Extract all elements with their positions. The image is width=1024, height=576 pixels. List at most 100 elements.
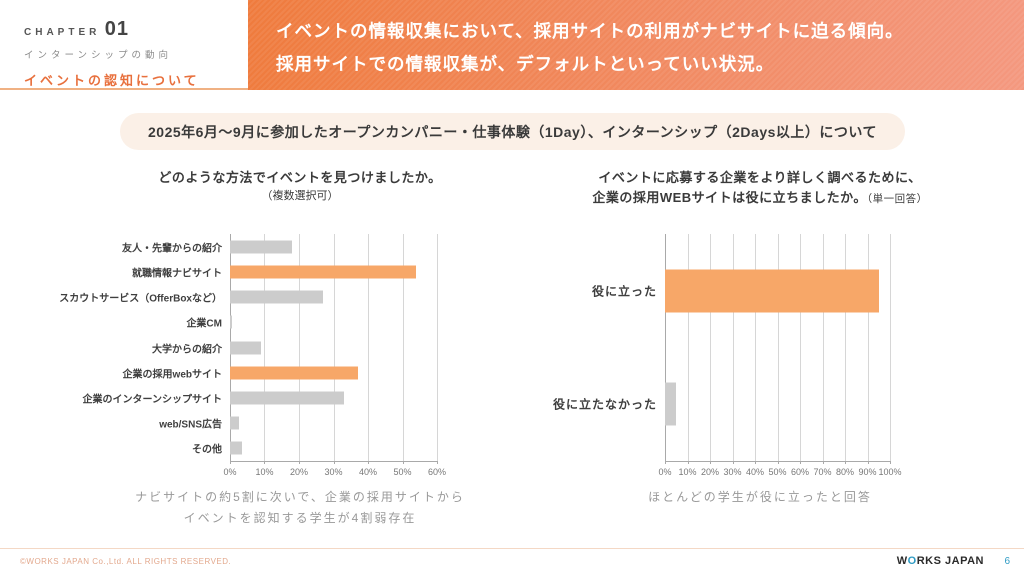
axis-tick xyxy=(402,461,404,464)
gridline xyxy=(890,234,891,461)
x-tick-label: 20% xyxy=(289,467,308,477)
bar-6 xyxy=(230,391,344,405)
bar-5 xyxy=(230,366,358,380)
axis-tick xyxy=(298,461,300,464)
works-japan-logo: WORKS JAPAN xyxy=(897,555,984,567)
axis-tick xyxy=(333,461,335,464)
x-tick-label: 70% xyxy=(813,467,832,477)
category-label: 大学からの紹介 xyxy=(152,344,222,355)
axis-tick xyxy=(230,461,231,464)
gridline xyxy=(298,234,300,461)
axis-tick xyxy=(845,461,846,464)
x-tick-label: 80% xyxy=(835,467,855,477)
bar-1 xyxy=(230,265,417,279)
chart-right-title-text: 企業の採用WEBサイトは役に立ちましたか。 xyxy=(592,190,867,205)
x-tick-label: 20% xyxy=(700,467,720,477)
axis-tick xyxy=(867,461,869,464)
page-number: 6 xyxy=(1004,556,1010,567)
category-label: 役に立たなかった xyxy=(552,397,657,412)
chapter-block: CHAPTER 01 インターンシップの動向 イベントの認知について xyxy=(24,18,244,89)
axis-tick xyxy=(822,461,824,464)
caption-left-line2: イベントを認知する学生が4割弱存在 xyxy=(183,511,417,525)
logo-part-rest: RKS JAPAN xyxy=(916,555,984,567)
header-underline xyxy=(0,88,250,90)
axis-tick xyxy=(710,461,711,464)
gridline xyxy=(367,234,369,461)
chart-left-plot: 0% 10% 20% 30% 40% 50% 60% 友人・先輩からの紹介就職情報ナビサイトス… xyxy=(59,234,446,477)
axis-tick xyxy=(264,461,266,464)
chart-right-block: イベントに応募する企業をより詳しく調べるために、 企業の採用WEBサイトは役に立… xyxy=(540,168,980,477)
axis-tick xyxy=(755,461,756,464)
gridline xyxy=(665,234,666,461)
axis-tick xyxy=(437,461,438,464)
axis-tick xyxy=(687,461,689,464)
x-tick-label: 50% xyxy=(393,467,412,477)
gridline xyxy=(732,234,734,461)
gridline xyxy=(822,234,824,461)
copyright-text: ©WORKS JAPAN Co.,Ltd. ALL RIGHTS RESERVE… xyxy=(20,557,232,566)
x-tick-label: 40% xyxy=(745,467,765,477)
x-tick-label: 0% xyxy=(223,467,237,477)
bar-0 xyxy=(230,240,293,254)
headline-line-2: 採用サイトでの情報収集が、デフォルトといっていい状況。 xyxy=(276,54,775,74)
axis-tick xyxy=(800,461,801,464)
headline-banner: イベントの情報収集において、採用サイトの利用がナビサイトに迫る傾向。 採用サイト… xyxy=(248,0,1024,90)
category-label: その他 xyxy=(192,444,222,456)
gridline xyxy=(333,234,335,461)
gridline xyxy=(437,234,438,461)
axis-tick xyxy=(665,461,666,464)
chapter-number: 01 xyxy=(104,18,130,40)
gridline xyxy=(264,234,266,461)
bar-3 xyxy=(230,315,233,329)
x-tick-label: 90% xyxy=(858,467,877,477)
chapter-section-title: イベントの認知について xyxy=(24,73,200,88)
logo-part-o: O xyxy=(907,555,917,567)
x-tick-label: 0% xyxy=(658,467,672,477)
bar-4 xyxy=(230,341,262,354)
headline-text: イベントの情報収集において、採用サイトの利用がナビサイトに迫る傾向。 採用サイト… xyxy=(248,0,1024,81)
category-label: 企業のインターンシップサイト xyxy=(82,394,223,406)
headline-line-1: イベントの情報収集において、採用サイトの利用がナビサイトに迫る傾向。 xyxy=(276,21,904,41)
chart-right-title-line1: イベントに応募する企業をより詳しく調べるために、 xyxy=(598,170,922,185)
category-label: 企業CM xyxy=(186,318,222,330)
x-tick-label: 10% xyxy=(678,467,697,477)
caption-left: ナビサイトの約5割に次いで、企業の採用サイトから イベントを認知する学生が4割弱… xyxy=(40,487,560,529)
bar-8 xyxy=(230,441,243,455)
x-tick-label: 30% xyxy=(723,467,742,477)
x-tick-label: 60% xyxy=(427,467,447,477)
caption-left-line1: ナビサイトの約5割に次いで、企業の採用サイトから xyxy=(135,490,465,504)
caption-right: ほとんどの学生が役に立ったと回答 xyxy=(648,490,872,504)
category-label: 企業の採用webサイト xyxy=(122,369,222,381)
chart-right-plot: 0% 10% 20% 30% 40% 50% 60% 70% 80% 90% 100% 役に立った 役に… xyxy=(553,234,902,477)
chart-right-title-line2: 企業の採用WEBサイトは役に立ちましたか。（単一回答） xyxy=(540,188,980,209)
chart-left-title: どのような方法でイベントを見つけましたか。 xyxy=(158,170,442,185)
category-label: スカウトサービス（OfferBoxなど） xyxy=(59,293,222,305)
chart-left-block: どのような方法でイベントを見つけましたか。 （複数選択可） 0% 10% 20% 30… xyxy=(40,168,560,477)
logo-part-w: W xyxy=(896,555,908,567)
x-tick-label: 10% xyxy=(255,467,274,477)
bar-1 xyxy=(665,382,677,426)
gridline xyxy=(867,234,869,461)
category-label: web/SNS広告 xyxy=(159,419,222,431)
axis-tick xyxy=(777,461,779,464)
chart-left-subtitle: （複数選択可） xyxy=(261,190,339,202)
chapter-label: CHAPTER xyxy=(24,27,101,38)
gridline xyxy=(777,234,779,461)
gridline xyxy=(800,234,801,461)
category-label: 就職情報ナビサイト xyxy=(132,268,222,280)
gridline xyxy=(402,234,404,461)
chapter-heading: CHAPTER 01 xyxy=(24,18,244,41)
x-tick-label: 40% xyxy=(358,467,377,477)
axis-tick xyxy=(890,461,891,464)
gridline xyxy=(755,234,756,461)
category-label: 友人・先輩からの紹介 xyxy=(122,243,222,255)
footer-divider xyxy=(0,548,1024,549)
axis-tick xyxy=(367,461,369,464)
chart-right-note: （単一回答） xyxy=(866,193,928,205)
survey-scope-pill: 2025年6月〜9月に参加したオープンカンパニー・仕事体験（1Day）、インター… xyxy=(120,113,905,150)
x-tick-label: 30% xyxy=(324,467,343,477)
chapter-subtitle: インターンシップの動向 xyxy=(24,50,173,61)
gridline xyxy=(710,234,711,461)
axis-tick xyxy=(732,461,734,464)
